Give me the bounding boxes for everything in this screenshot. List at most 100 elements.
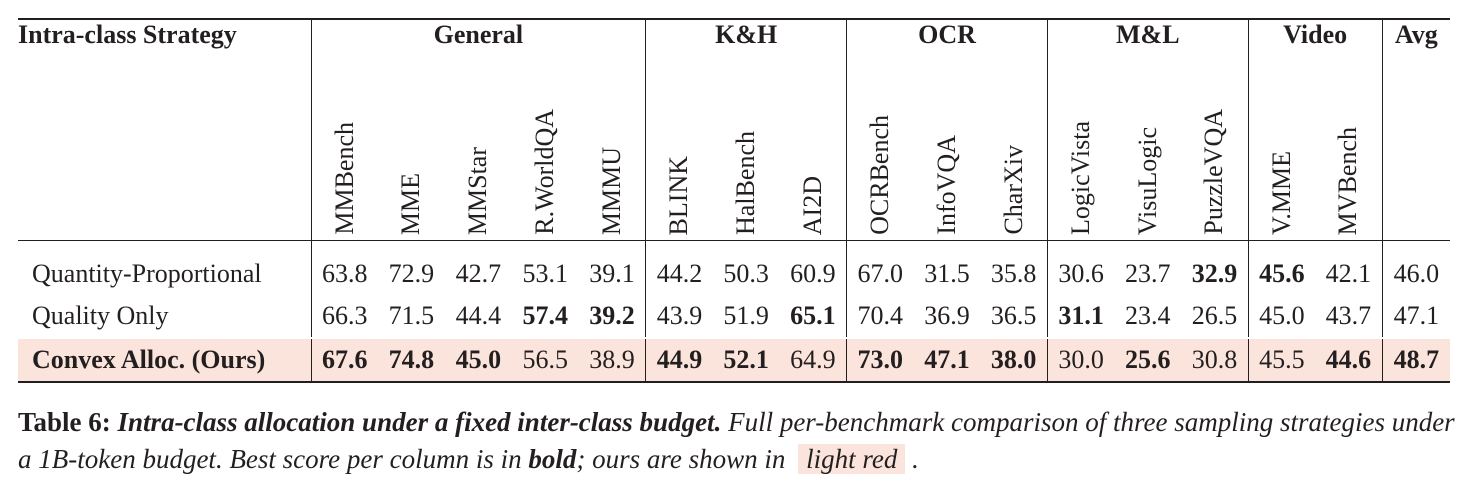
score-cell: 67.0 (846, 253, 914, 295)
score-cell: 30.6 (1046, 253, 1115, 295)
score-cell: 23.4 (1125, 301, 1171, 330)
benchmark-label: LogicVista (1066, 121, 1096, 235)
benchmark-label: MMStar (463, 146, 493, 235)
row-strategy-name: Quality Only (32, 301, 169, 330)
score-cell: 56.5 (511, 339, 579, 382)
score-cell: 38.0 (980, 339, 1048, 382)
benchmark-header: BLINK (645, 62, 713, 241)
table-row: Quantity-Proportional 63.8 72.9 42.7 53.1 39.… (18, 253, 1451, 295)
group-header: M&L (1046, 19, 1249, 62)
score-cell: 60.9 (790, 259, 836, 288)
table-row: Convex Alloc. (Ours) 67.6 74.8 45.0 56.5 38.9… (18, 339, 1451, 382)
benchmark-header: AI2D (780, 62, 847, 241)
score-cell: 36.9 (924, 301, 970, 330)
results-table-container: Intra-class Strategy General K&H OCR M&L Vide… (18, 18, 1451, 383)
caption-text-2: ; ours are shown in (576, 444, 786, 474)
benchmark-label: AI2D (797, 175, 827, 235)
score-cell: 30.8 (1181, 339, 1249, 382)
score-cell: 44.6 (1315, 339, 1383, 382)
score-cell: 43.9 (645, 295, 713, 337)
table-caption: Table 6: Intra-class allocation under a … (18, 404, 1458, 478)
caption-end: . (912, 444, 919, 474)
benchmark-label: R.WorldQA (530, 109, 560, 235)
benchmark-label: InfoVQA (931, 135, 961, 235)
benchmark-header: CharXiv (980, 62, 1047, 241)
score-cell: 50.3 (723, 259, 769, 288)
score-cell: 52.1 (712, 339, 780, 382)
benchmark-header: MVBench (1315, 62, 1382, 241)
avg-column-header: Avg (1381, 19, 1451, 241)
benchmark-header: R.WorldQA (512, 62, 579, 241)
benchmark-header: V.MME (1247, 62, 1316, 241)
score-cell: 23.7 (1125, 259, 1171, 288)
score-cell: 45.0 (444, 339, 512, 382)
group-header: Video (1247, 19, 1383, 62)
caption-bold-word: bold (528, 444, 577, 474)
row-strategy-name: Quantity-Proportional (32, 259, 262, 288)
benchmark-header: HalBench (713, 62, 780, 241)
score-cell: 57.4 (522, 301, 569, 330)
score-cell: 72.9 (388, 259, 435, 288)
benchmark-label: PuzzleVQA (1199, 109, 1229, 235)
score-cell: 39.2 (589, 301, 635, 330)
score-cell: 32.9 (1191, 259, 1238, 288)
benchmark-label: BLINK (664, 155, 694, 235)
group-header: K&H (645, 19, 847, 62)
benchmark-header: MMMU (579, 62, 646, 241)
benchmark-label: V.MME (1266, 150, 1296, 235)
row-spacer (18, 240, 1451, 253)
avg-cell: 48.7 (1381, 339, 1451, 382)
benchmark-label: CharXiv (998, 145, 1028, 235)
benchmark-label: MME (396, 172, 426, 235)
benchmark-header: PuzzleVQA (1181, 62, 1248, 241)
benchmark-label: MMMU (597, 146, 626, 235)
benchmark-header: InfoVQA (914, 62, 981, 241)
score-cell: 45.5 (1247, 339, 1316, 382)
score-cell: 64.9 (779, 339, 847, 382)
score-cell: 42.7 (455, 259, 502, 288)
score-cell: 45.0 (1247, 295, 1316, 337)
benchmark-header: MMStar (445, 62, 512, 241)
benchmark-label: HalBench (731, 131, 761, 235)
benchmark-header: MME (378, 62, 445, 241)
benchmark-label: VisuLogic (1132, 126, 1162, 235)
score-cell: 25.6 (1114, 339, 1182, 382)
group-header: OCR (846, 19, 1048, 62)
score-cell: 44.9 (645, 339, 713, 382)
score-cell: 53.1 (522, 259, 569, 288)
table-row: Quality Only 66.3 71.5 44.4 57.4 39.2 43.9 51.9… (18, 295, 1451, 337)
score-cell: 30.0 (1046, 339, 1115, 382)
score-cell: 67.6 (310, 339, 378, 382)
score-cell: 73.0 (846, 339, 914, 382)
score-cell: 66.3 (310, 295, 378, 337)
results-table: Intra-class Strategy General K&H OCR M&L Vide… (18, 18, 1451, 383)
score-cell: 65.1 (790, 301, 836, 330)
avg-cell: 46.0 (1381, 253, 1451, 295)
benchmark-header: MMBench (310, 62, 378, 241)
score-cell: 35.8 (990, 259, 1037, 288)
score-cell: 31.1 (1046, 295, 1115, 337)
benchmark-header: OCRBench (846, 62, 914, 241)
score-cell: 36.5 (990, 301, 1037, 330)
score-cell: 74.8 (377, 339, 445, 382)
score-cell: 45.6 (1247, 253, 1316, 295)
score-cell: 26.5 (1191, 301, 1238, 330)
avg-cell: 47.1 (1381, 295, 1451, 337)
caption-highlight-swatch: light red (798, 444, 906, 474)
caption-text: Full per-benchmark comparison of three s… (18, 407, 1455, 474)
benchmark-header: VisuLogic (1114, 62, 1181, 241)
score-cell: 47.1 (913, 339, 981, 382)
score-cell: 70.4 (846, 295, 914, 337)
benchmark-label: MMBench (329, 122, 359, 235)
strategy-column-header: Intra-class Strategy (18, 20, 237, 49)
score-cell: 42.1 (1325, 259, 1372, 288)
score-cell: 44.4 (455, 301, 502, 330)
score-cell: 63.8 (310, 253, 378, 295)
score-cell: 31.5 (924, 259, 970, 288)
score-cell: 39.1 (589, 259, 635, 288)
benchmark-label: OCRBench (865, 115, 895, 235)
score-cell: 43.7 (1325, 301, 1372, 330)
caption-label: Table 6: (18, 407, 111, 437)
score-cell: 38.9 (578, 339, 646, 382)
group-header: General (310, 19, 646, 62)
